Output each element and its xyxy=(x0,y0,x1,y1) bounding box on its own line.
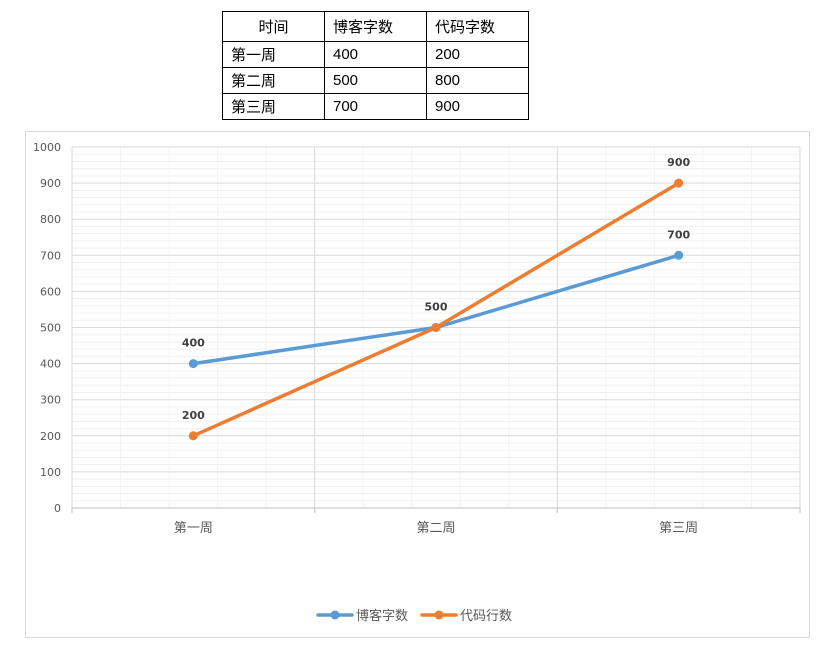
x-tick-label: 第三周 xyxy=(659,521,698,536)
legend-marker-icon xyxy=(434,610,444,620)
x-tick-label: 第一周 xyxy=(174,521,213,536)
data-labels: 400 500 700 200 900 xyxy=(182,156,691,422)
y-tick-label: 400 xyxy=(40,358,61,371)
legend: 博客字数 代码行数 xyxy=(316,608,512,624)
table-row: 第三周 700 900 xyxy=(222,93,529,120)
chart-area xyxy=(25,131,810,638)
data-point xyxy=(188,431,198,441)
x-tick-label: 第二周 xyxy=(416,521,455,536)
data-table: 时间 博客字数 代码字数 第一周 400 200 第二周 500 800 第三周… xyxy=(222,11,529,120)
y-tick-label: 200 xyxy=(40,430,61,443)
table-header-row: 时间 博客字数 代码字数 xyxy=(222,11,529,42)
x-axis-tick-labels: 第一周 第二周 第三周 xyxy=(174,521,698,536)
data-point xyxy=(431,323,441,332)
y-tick-label: 1000 xyxy=(33,141,61,154)
data-point xyxy=(188,359,198,369)
table-row: 第一周 400 200 xyxy=(222,41,529,68)
data-label: 200 xyxy=(182,409,205,422)
table-header-blog-words: 博客字数 xyxy=(324,11,427,42)
data-point xyxy=(674,250,684,260)
y-tick-label: 600 xyxy=(40,285,61,298)
legend-label: 博客字数 xyxy=(356,608,408,624)
table-cell-code: 900 xyxy=(426,93,529,120)
data-label: 500 xyxy=(425,301,448,314)
y-tick-label: 300 xyxy=(40,394,61,407)
table-cell-week: 第三周 xyxy=(222,93,325,120)
table-cell-week: 第二周 xyxy=(222,67,325,94)
table-cell-blog: 700 xyxy=(324,93,427,120)
minor-gridlines xyxy=(72,147,800,508)
table-header-time: 时间 xyxy=(222,11,325,42)
data-label: 700 xyxy=(667,228,690,241)
major-gridlines xyxy=(71,146,801,508)
series-points xyxy=(188,178,684,441)
table-cell-code: 800 xyxy=(426,67,529,94)
legend-marker-icon xyxy=(330,610,340,620)
table-cell-code: 200 xyxy=(426,41,529,68)
data-label: 900 xyxy=(667,156,690,169)
y-tick-label: 500 xyxy=(40,322,61,335)
y-tick-label: 900 xyxy=(40,177,61,190)
y-tick-label: 700 xyxy=(40,249,61,262)
y-tick-label: 0 xyxy=(54,502,61,515)
table-row: 第二周 500 800 xyxy=(222,67,529,94)
y-tick-label: 100 xyxy=(40,466,61,479)
axes xyxy=(71,507,801,513)
table-cell-blog: 500 xyxy=(324,67,427,94)
data-label: 400 xyxy=(182,337,205,350)
table-cell-week: 第一周 xyxy=(222,41,325,68)
y-tick-label: 800 xyxy=(40,213,61,226)
y-axis-tick-labels: 0 100 200 300 400 500 600 700 800 900 1000 xyxy=(33,141,61,515)
data-point xyxy=(674,178,684,188)
legend-label: 代码行数 xyxy=(460,609,512,624)
